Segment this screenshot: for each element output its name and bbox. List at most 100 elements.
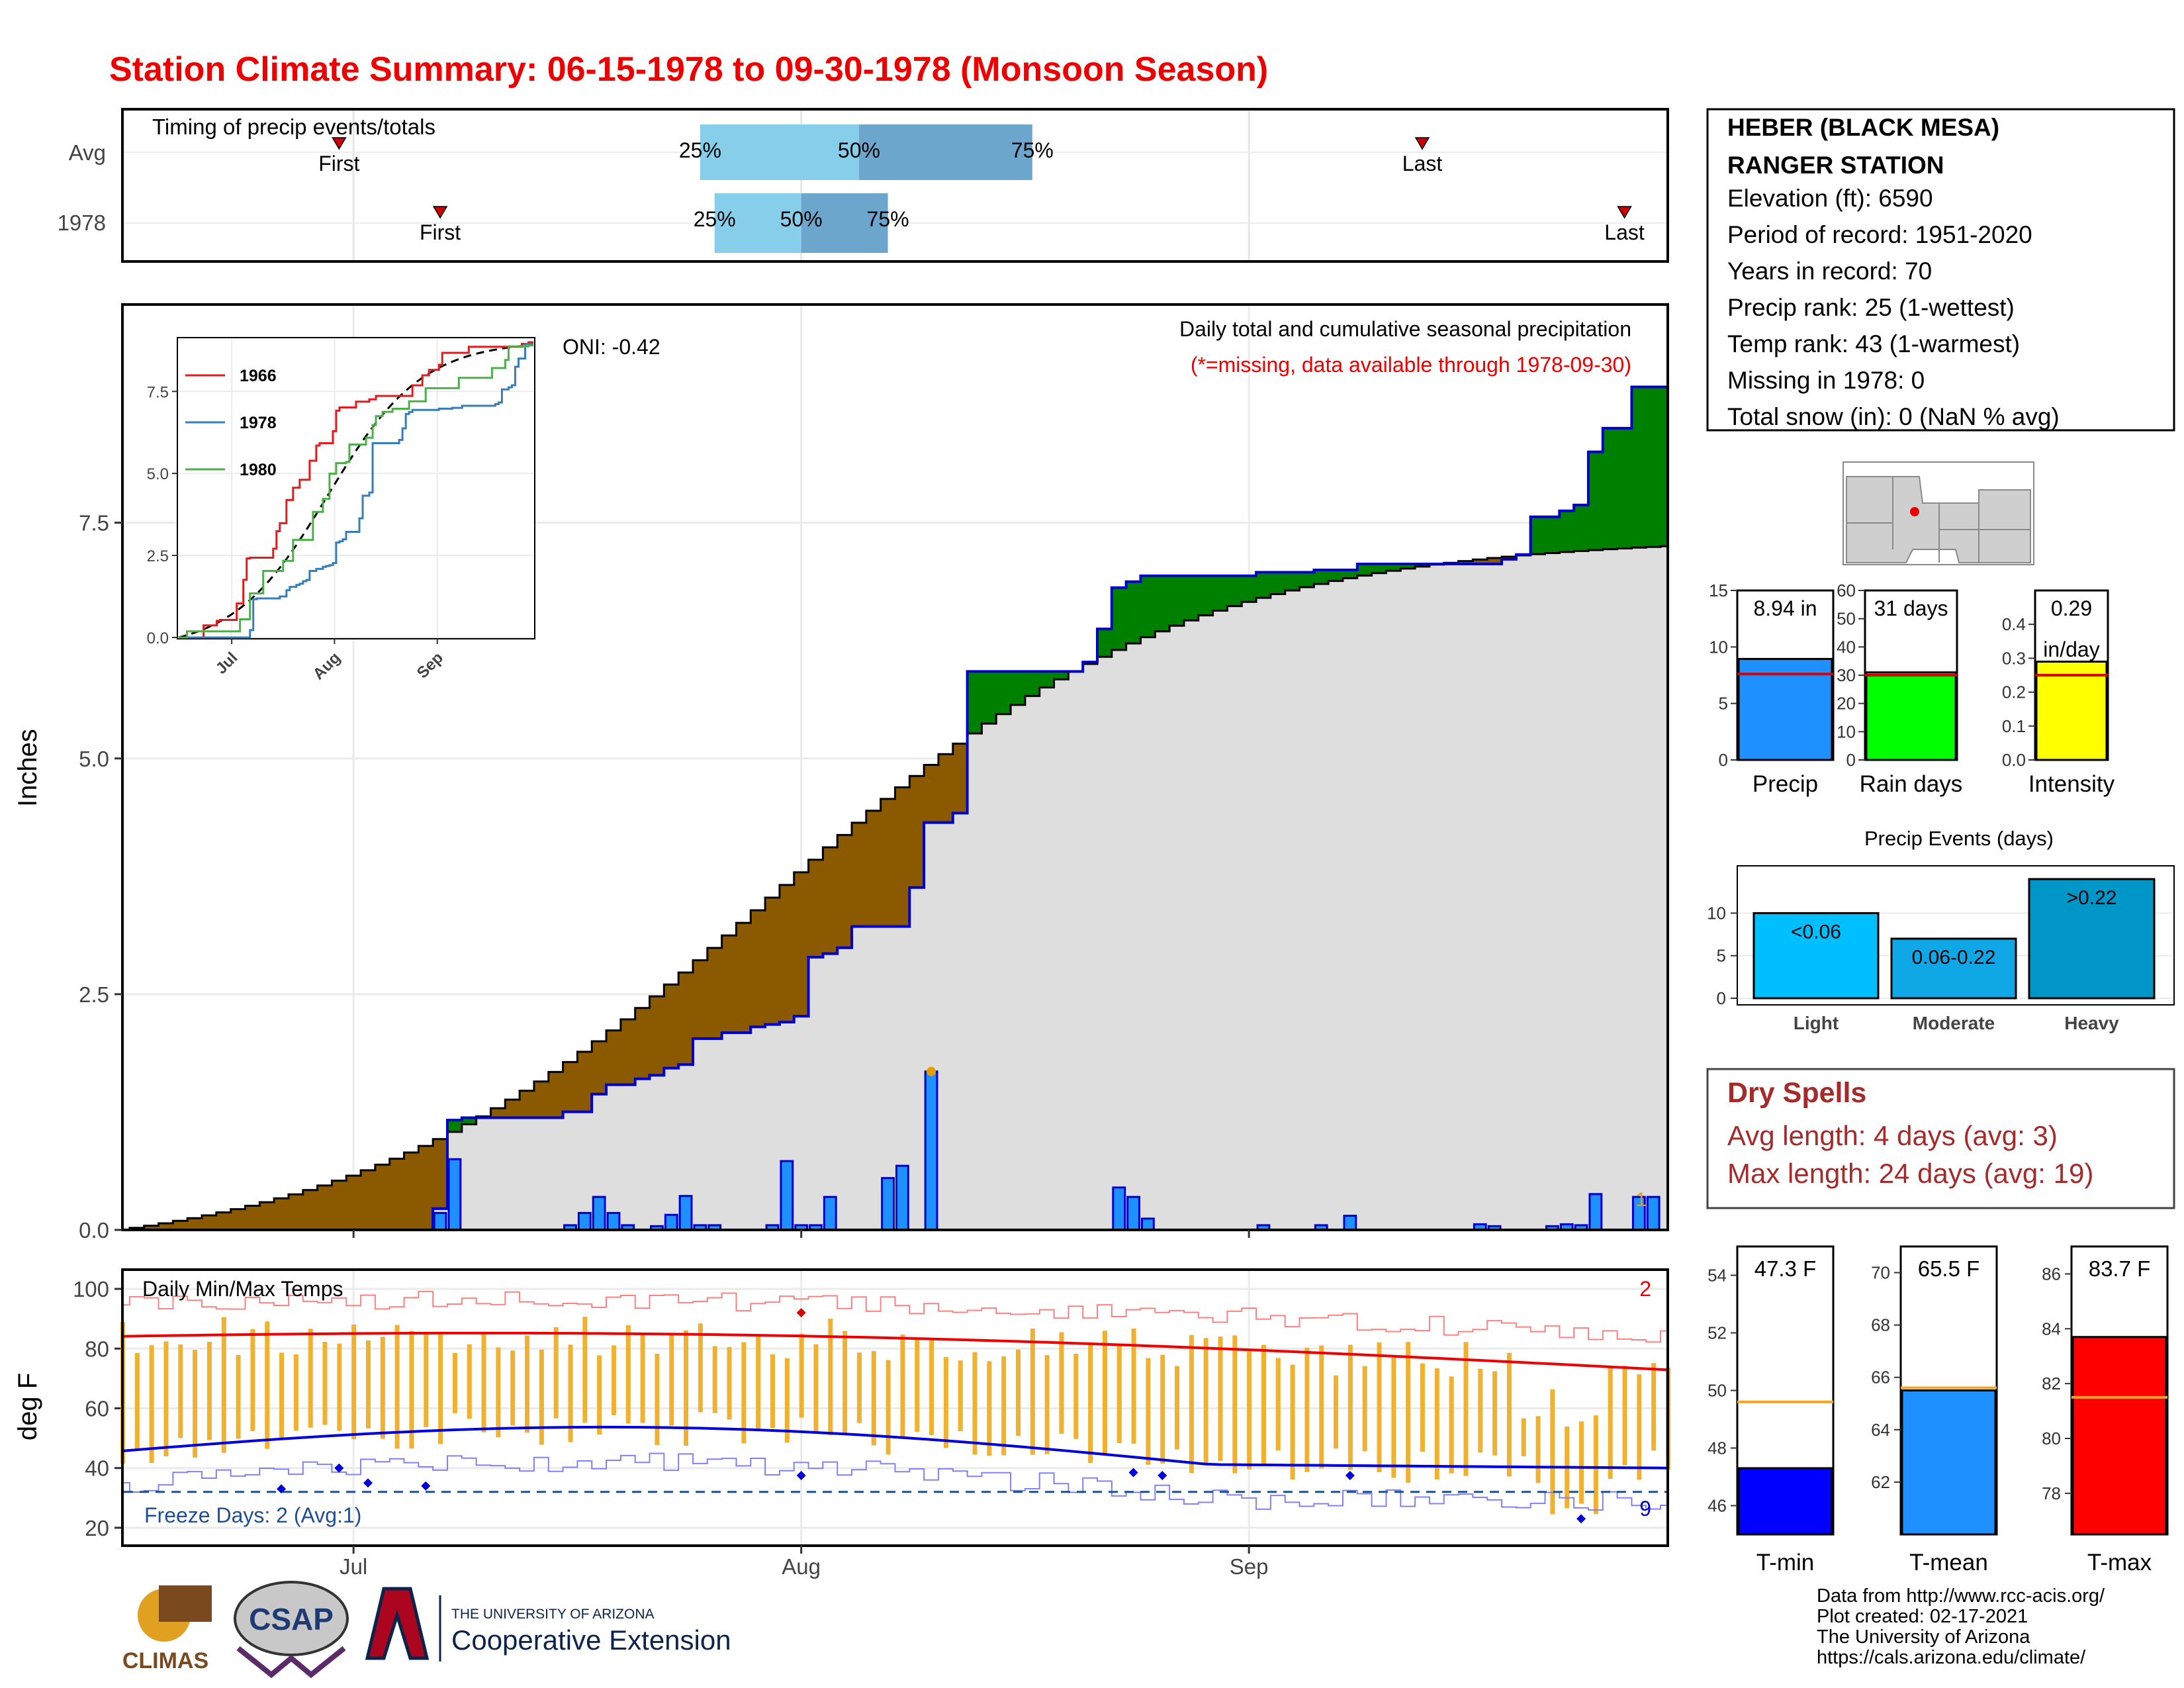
daily-temp-range-bar (1391, 1357, 1396, 1478)
daily-precip-bar (606, 1211, 621, 1231)
dry-spells-box: Dry Spells Avg length: 4 days (avg: 3) M… (1706, 1068, 2175, 1209)
record-low-line (122, 1452, 1668, 1511)
timing-bar-upper-half-avg (858, 124, 1032, 180)
temp-bar-y-tick-label: 70 (1871, 1263, 1890, 1283)
mini-bar-value-label: 0.29 (2051, 596, 2092, 620)
daily-temp-range-bar (553, 1327, 559, 1419)
temp-x-tick-label: Sep (1230, 1554, 1269, 1579)
below-avg-segment (635, 1008, 651, 1079)
daily-temp-range-bar (698, 1323, 703, 1413)
footer-data-source: Data from http://www.rcc-acis.org/ (1817, 1585, 2105, 1607)
temp-high-count: 2 (1639, 1277, 1651, 1301)
below-avg-segment (649, 996, 664, 1076)
temp-y-axis-label: deg F (13, 1373, 42, 1440)
daily-temp-range-bar (871, 1351, 876, 1446)
daily-temp-range-bar (1651, 1362, 1657, 1451)
daily-temp-range-bar (1449, 1376, 1454, 1474)
daily-precip-bar (1588, 1193, 1603, 1231)
below-avg-segment (259, 1202, 275, 1230)
mini-bar-y-tick-label: 20 (1837, 694, 1856, 714)
below-avg-segment (736, 923, 751, 1033)
inset-legend-label: 1966 (240, 367, 277, 385)
above-avg-segment (1314, 569, 1329, 585)
temp-bar-chart-t-mean: 62 64 66 68 70 65.5 F T-mean (1871, 1245, 1998, 1575)
daily-temp-range-bar (1304, 1347, 1310, 1472)
daily-temp-range-bar (886, 1360, 891, 1455)
below-avg-segment (794, 872, 809, 1017)
mini-bar-value-label: 8.94 in (1753, 596, 1817, 620)
daily-temp-range-bar (640, 1333, 645, 1423)
daily-temp-range-bar (1175, 1366, 1180, 1450)
timing-pct-label: 25% (679, 138, 721, 162)
events-x-label: Heavy (2064, 1013, 2119, 1033)
daily-precip-bar (1343, 1215, 1357, 1231)
temp-bar-name: T-max (2087, 1550, 2152, 1575)
climas-text: CLIMAS (122, 1648, 208, 1673)
mini-bar-y-tick-label: 30 (1837, 665, 1856, 685)
timing-marker-last-avg (1414, 137, 1430, 150)
daily-temp-range-bar (1550, 1389, 1555, 1515)
below-avg-segment (230, 1209, 246, 1230)
daily-temp-range-bar (1232, 1335, 1238, 1474)
above-avg-segment (1054, 671, 1069, 680)
oni-label: ONI: -0.42 (563, 335, 660, 359)
daily-temp-range-bar (236, 1354, 241, 1439)
record-low-marker (334, 1463, 344, 1473)
daily-temp-range-bar (900, 1335, 905, 1437)
temp-bar-chart-t-min: 46 48 50 52 54 47.3 F T-min (1707, 1245, 1835, 1575)
below-avg-segment (721, 935, 737, 1033)
ua-line1: THE UNIVERSITY OF ARIZONA (451, 1607, 655, 1622)
daily-temp-range-bar (1334, 1375, 1339, 1449)
above-avg-segment (1530, 516, 1546, 555)
daily-temp-range-bar (1478, 1368, 1483, 1453)
climas-logo: CLIMAS (122, 1585, 212, 1673)
above-avg-segment (1256, 572, 1271, 598)
daily-temp-range-bar (1622, 1366, 1627, 1466)
daily-temp-range-bar (856, 1352, 862, 1423)
daily-temp-range-bar (250, 1329, 255, 1432)
below-avg-segment (274, 1198, 289, 1230)
daily-temp-range-bar (452, 1352, 457, 1413)
temp-label: Daily Min/Max Temps (142, 1277, 343, 1301)
mini-bar-y-tick-label: 50 (1837, 609, 1856, 629)
below-avg-segment (533, 1081, 549, 1118)
daily-temp-range-bar (438, 1332, 443, 1444)
timing-row-avg: Avg (69, 140, 106, 165)
below-avg-segment (389, 1158, 405, 1230)
timing-first-label: First (420, 220, 461, 244)
daily-precip-bar (924, 1070, 938, 1231)
below-avg-segment (823, 847, 838, 954)
station-box-frame (1706, 108, 2175, 432)
daily-temp-range-bar (828, 1319, 833, 1436)
daily-temp-range-bar (582, 1317, 588, 1423)
daily-temp-range-bar (784, 1358, 790, 1443)
daily-temp-range-bar (1434, 1368, 1439, 1479)
daily-temp-range-bar (1275, 1358, 1281, 1451)
above-avg-segment (1285, 572, 1300, 591)
daily-temp-range-bar (496, 1347, 501, 1438)
daily-temp-range-bar (625, 1325, 631, 1424)
record-low-marker (277, 1484, 287, 1494)
daily-temp-range-bar (149, 1345, 154, 1464)
daily-temp-range-bar (1506, 1352, 1512, 1477)
mini-bar-y-tick-label: 15 (1709, 581, 1728, 600)
above-avg-segment (1198, 575, 1214, 616)
mini-bar-value (1865, 671, 1957, 761)
daily-temp-range-bar (308, 1329, 313, 1428)
inset-avg-line (178, 344, 534, 639)
above-avg-segment (1574, 504, 1589, 551)
above-avg-segment (1646, 387, 1661, 547)
mini-bar-y-tick-label: 0.3 (2002, 648, 2026, 668)
below-avg-segment (952, 743, 968, 814)
temp-x-tick-label: Aug (782, 1554, 821, 1579)
above-avg-segment (1011, 671, 1026, 705)
climas-block (159, 1585, 212, 1622)
timing-pct-label: 50% (838, 138, 880, 162)
station-location-dot (1910, 507, 1919, 516)
below-avg-segment (751, 910, 766, 1027)
below-avg-segment (808, 859, 823, 957)
events-bar-label: 0.06-0.22 (1912, 947, 1996, 968)
events-x-label: Moderate (1913, 1013, 1995, 1033)
below-avg-segment (216, 1212, 232, 1230)
